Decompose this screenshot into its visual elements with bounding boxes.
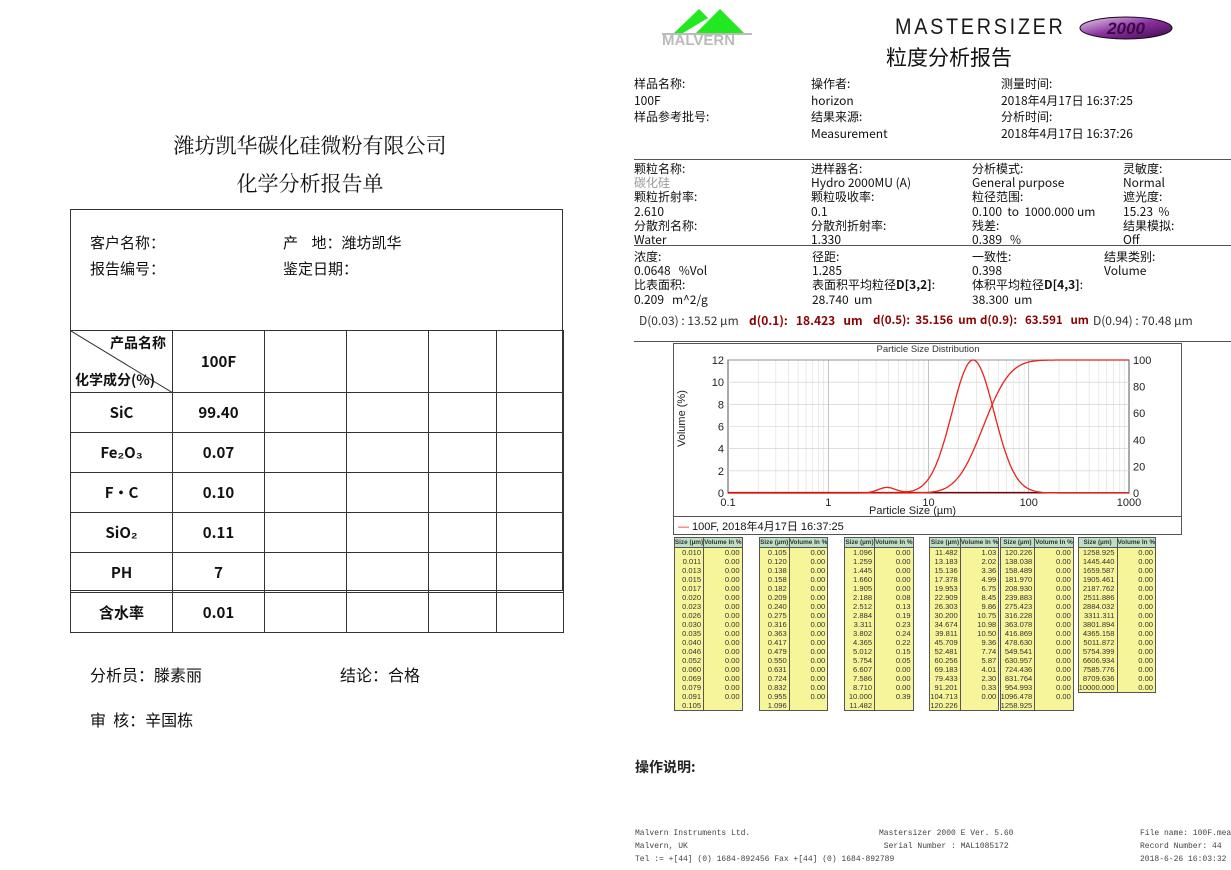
svg-text:6: 6: [718, 422, 724, 434]
svg-text:60: 60: [1133, 408, 1145, 420]
svg-text:Particle Size Distribution: Particle Size Distribution: [877, 344, 980, 355]
svg-text:2: 2: [718, 466, 724, 478]
svg-text:1000: 1000: [1117, 497, 1141, 509]
svg-text:80: 80: [1133, 382, 1145, 394]
svg-text:100: 100: [1020, 497, 1038, 509]
svg-text:0.1: 0.1: [720, 497, 735, 509]
svg-text:100: 100: [1133, 355, 1151, 367]
svg-text:40: 40: [1133, 435, 1145, 447]
svg-text:10: 10: [712, 377, 724, 389]
svg-text:20: 20: [1133, 461, 1145, 473]
svg-text:1: 1: [825, 497, 831, 509]
svg-text:4: 4: [718, 444, 724, 456]
svg-text:8: 8: [718, 399, 724, 411]
svg-text:2000: 2000: [1106, 19, 1145, 38]
svg-text:12: 12: [712, 355, 724, 367]
svg-text:MALVERN: MALVERN: [662, 32, 735, 48]
